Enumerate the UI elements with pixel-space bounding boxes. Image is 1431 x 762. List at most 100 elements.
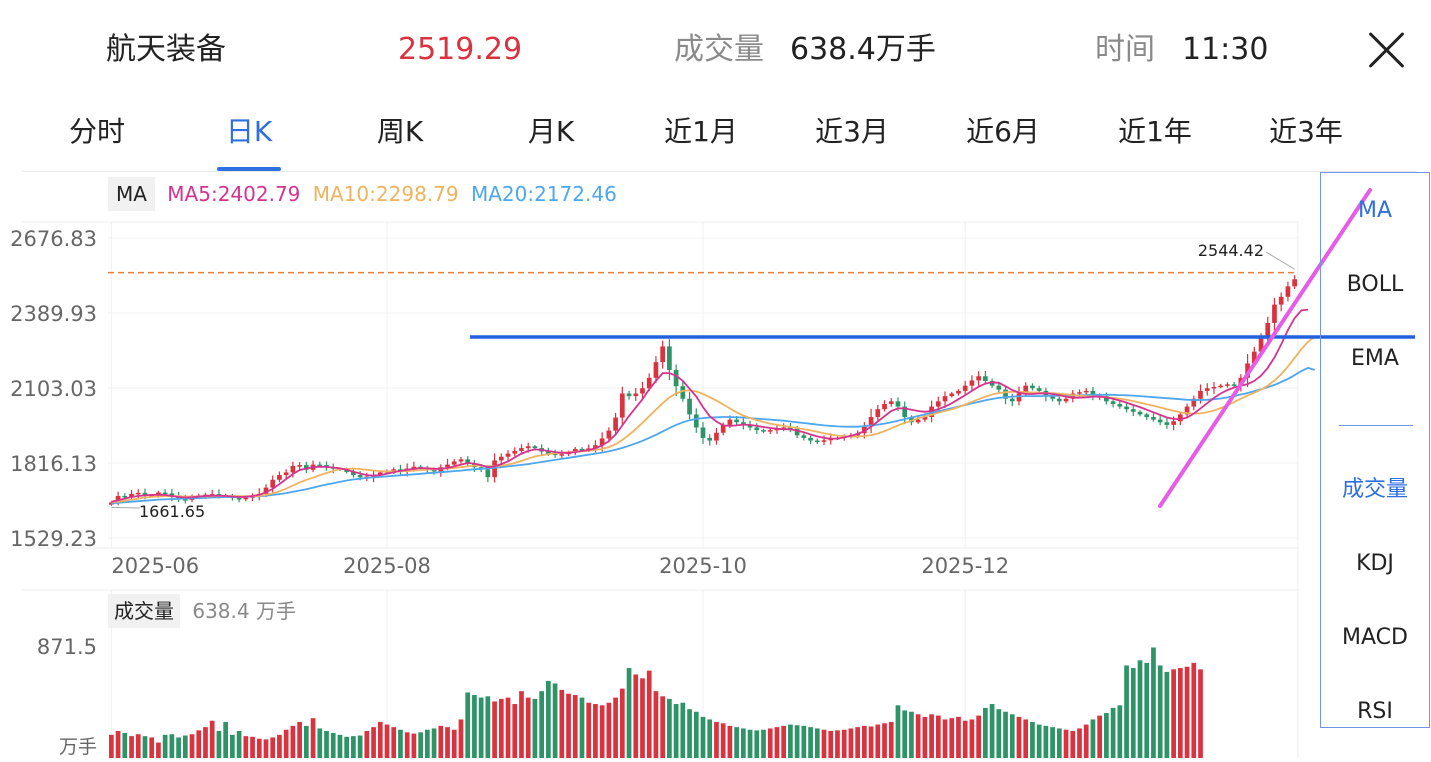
candle-body <box>109 502 114 505</box>
candle-body <box>599 438 605 446</box>
volume-bar <box>1164 671 1170 758</box>
volume-bar <box>935 715 941 758</box>
candle-body <box>888 401 894 404</box>
candle-body <box>263 487 269 494</box>
candle-body <box>532 446 538 449</box>
indicator-boll[interactable]: BOLL <box>1346 272 1404 297</box>
volume-bar <box>203 727 208 758</box>
candle-body <box>142 492 148 496</box>
trend-line[interactable] <box>1158 188 1372 508</box>
candle-body <box>788 427 793 429</box>
volume-bar <box>431 728 437 758</box>
candle-body <box>1272 304 1277 323</box>
candle-body <box>431 469 437 472</box>
volume-bar <box>915 714 921 758</box>
volume-bar <box>465 692 471 758</box>
candle-body <box>976 376 982 381</box>
volume-bar <box>848 728 854 758</box>
volume-bar <box>189 734 195 758</box>
volume-bar <box>828 731 834 758</box>
volume-bar <box>794 725 800 758</box>
tab-1-month[interactable]: 近1月 <box>664 115 738 148</box>
candle-body <box>1204 388 1210 391</box>
tab-daily-k[interactable]: 日K <box>225 115 273 148</box>
volume-bar <box>909 711 914 758</box>
volume-bar <box>1056 728 1062 758</box>
volume-label: 成交量 <box>674 32 764 67</box>
volume-value: 638.4万手 <box>790 32 936 67</box>
candle-body <box>1171 421 1176 425</box>
tab-3-years[interactable]: 近3年 <box>1269 115 1343 148</box>
tab-intraday[interactable]: 分时 <box>68 115 126 148</box>
candle-body <box>579 448 585 451</box>
volume-legend-tag[interactable]: 成交量 <box>108 594 180 628</box>
indicator-macd[interactable]: MACD <box>1342 625 1408 650</box>
candle-body <box>734 419 739 423</box>
volume-bar <box>277 734 282 758</box>
candle-body <box>727 419 733 425</box>
volume-bar <box>774 727 780 758</box>
volume-bar <box>472 695 477 758</box>
candle-body <box>391 469 397 472</box>
volume-bar <box>230 734 235 758</box>
indicator-kdj[interactable]: KDJ <box>1356 551 1394 576</box>
candle-body <box>1258 338 1264 352</box>
candle-body <box>989 380 995 386</box>
candle-body <box>593 445 598 449</box>
candle-body <box>761 430 766 432</box>
volume-bar <box>626 668 632 758</box>
volume-bar <box>377 722 383 758</box>
indicator-ema[interactable]: EMA <box>1351 346 1399 371</box>
volume-bar <box>888 722 894 758</box>
tab-weekly-k[interactable]: 周K <box>376 115 424 148</box>
volume-bar <box>129 736 134 758</box>
tab-6-months[interactable]: 近6月 <box>966 115 1040 148</box>
tab-3-months[interactable]: 近3月 <box>815 115 889 148</box>
indicator-volume[interactable]: 成交量 <box>1341 477 1408 502</box>
volume-bar <box>156 742 161 758</box>
volume-bar <box>868 726 874 758</box>
volume-bar <box>606 702 612 758</box>
volume-bar <box>256 738 262 758</box>
indicator-panel: MA BOLL EMA 成交量 KDJ MACD RSI <box>1320 172 1430 728</box>
volume-bar <box>667 698 672 758</box>
volume-bar <box>781 725 787 758</box>
volume-bar <box>949 718 955 758</box>
volume-bar <box>727 725 733 758</box>
time-value: 11:30 <box>1182 32 1269 67</box>
candle-body <box>1137 411 1143 415</box>
ma10-value: MA10:2298.79 <box>312 182 459 206</box>
volume-bar <box>855 727 860 758</box>
volume-bar <box>619 688 625 758</box>
volume-bar <box>902 710 908 758</box>
volume-bar <box>478 697 484 758</box>
volume-bar <box>1043 725 1049 758</box>
volume-bar <box>384 724 390 758</box>
volume-bar <box>673 704 679 758</box>
candle-body <box>351 471 356 476</box>
candle-body <box>317 464 323 467</box>
volume-bar <box>929 714 934 758</box>
volume-legend: 成交量 638.4 万手 <box>108 594 296 628</box>
indicator-rsi[interactable]: RSI <box>1357 699 1393 724</box>
tab-monthly-k[interactable]: 月K <box>527 115 575 148</box>
candle-body <box>1003 389 1008 399</box>
volume-bar <box>552 683 558 758</box>
volume-bar <box>364 731 370 758</box>
candle-body <box>357 475 363 478</box>
volume-bar <box>1130 668 1136 758</box>
volume-bar <box>1171 669 1176 758</box>
ma-legend-tag[interactable]: MA <box>108 177 155 211</box>
candle-body <box>485 469 491 478</box>
volume-bar <box>270 737 276 758</box>
volume-bar <box>1177 668 1183 758</box>
candle-body <box>660 346 666 363</box>
indicator-ma[interactable]: MA <box>1357 198 1393 223</box>
tab-1-year[interactable]: 近1年 <box>1118 115 1192 148</box>
volume-bar <box>451 729 457 758</box>
volume-bar <box>942 719 948 758</box>
x-tick-label: 2025-08 <box>343 554 431 578</box>
volume-bar <box>1009 714 1015 758</box>
candle-body <box>983 376 988 381</box>
